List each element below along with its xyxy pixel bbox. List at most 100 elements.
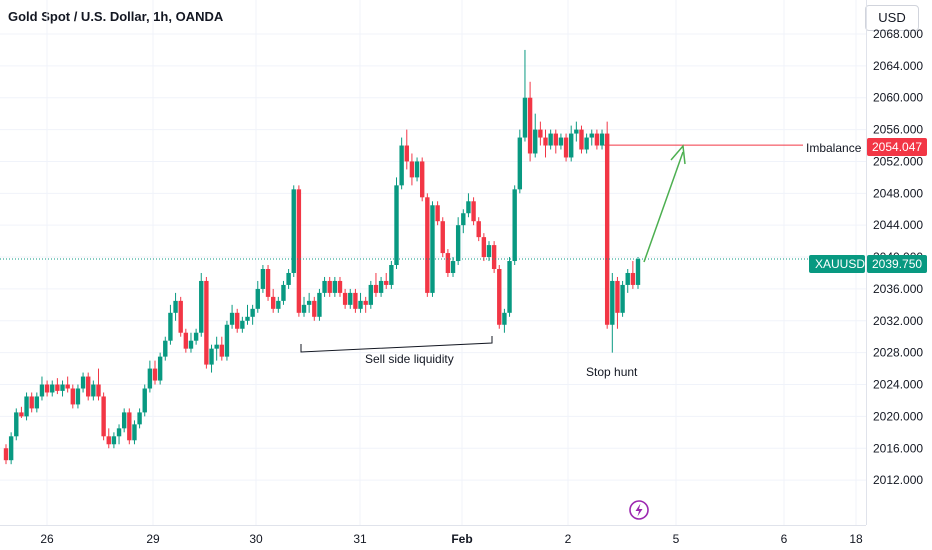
candle-body (466, 201, 471, 214)
candle-body (589, 133, 594, 138)
last-price-text: 2039.750 (872, 257, 922, 271)
candle-body (507, 261, 512, 313)
candle-body (312, 300, 317, 317)
candle (491, 241, 497, 273)
candle-body (599, 133, 605, 146)
candle-body (486, 245, 492, 258)
symbol-tag (809, 255, 865, 273)
x-tick-label: 2 (565, 532, 572, 546)
y-tick-label: 2016.000 (873, 441, 923, 455)
candle-body (491, 245, 497, 269)
candle-body (168, 312, 173, 341)
candle (50, 380, 55, 397)
x-tick-label: 30 (249, 532, 263, 546)
candle-body (29, 396, 34, 409)
candle-body (610, 280, 615, 325)
candle (342, 288, 348, 309)
candle-body (394, 185, 399, 266)
candle (111, 432, 117, 449)
candle-body (245, 316, 250, 321)
candle (173, 292, 178, 321)
candle-body (132, 424, 137, 441)
candle-body (306, 300, 312, 305)
candle-body (476, 221, 481, 238)
x-tick-label: 31 (353, 532, 367, 546)
candle (548, 129, 553, 150)
candle (60, 380, 65, 397)
candle-body (80, 376, 86, 389)
imbalance-price-text: 2054.047 (872, 140, 922, 154)
candle (461, 209, 466, 234)
candle-body (399, 145, 404, 186)
candle-body (455, 225, 461, 262)
candle (204, 276, 209, 369)
candle (55, 378, 60, 395)
candle-body (224, 324, 230, 357)
candle (430, 201, 435, 297)
candle-body (574, 129, 579, 134)
candle (250, 304, 255, 325)
projection-arrowhead (670, 144, 686, 165)
candle (44, 380, 50, 397)
lightning-icon[interactable] (629, 500, 649, 520)
candle (29, 392, 34, 413)
candle (620, 280, 625, 317)
candle (533, 113, 538, 158)
candle (558, 133, 564, 150)
candle (455, 217, 461, 266)
symbol-tag-text: XAUUSD (815, 257, 865, 271)
candle (389, 261, 394, 289)
candle (486, 241, 492, 262)
candle (24, 392, 29, 421)
candle (163, 336, 168, 361)
candle-body (373, 284, 379, 293)
candle-body (563, 137, 569, 158)
candle-body (409, 161, 415, 178)
candle-body (219, 344, 225, 357)
candle-body (8, 436, 14, 461)
candle-body (378, 280, 384, 293)
candle (39, 376, 45, 401)
candle-body (384, 280, 389, 285)
candle (214, 336, 219, 361)
y-tick-label: 2064.000 (873, 59, 923, 73)
candle-body (368, 284, 374, 305)
candle-body (435, 205, 440, 222)
candle-body (106, 436, 111, 445)
candle-body (255, 288, 260, 309)
candle (291, 185, 296, 277)
candle (574, 121, 579, 142)
candle (348, 288, 353, 309)
candle (188, 332, 194, 353)
candle-body (65, 384, 70, 389)
candle (306, 292, 312, 313)
candle (502, 308, 507, 333)
candle-body (497, 269, 502, 325)
candle-body (471, 201, 476, 222)
candle (8, 432, 14, 465)
candle (409, 153, 415, 186)
currency-selector[interactable]: USD (865, 5, 919, 31)
candle (466, 193, 471, 218)
candle-body (163, 340, 168, 357)
candle (75, 384, 81, 409)
x-tick-label: 26 (40, 532, 54, 546)
candle (317, 288, 322, 321)
candle (358, 292, 363, 313)
candle (209, 344, 214, 373)
candle-body (358, 300, 363, 309)
candle (265, 265, 271, 301)
candle (610, 272, 615, 353)
candle-body (199, 280, 204, 333)
y-tick-label: 2036.000 (873, 282, 923, 296)
candle (368, 280, 374, 309)
y-tick-label: 2052.000 (873, 154, 923, 168)
candle (142, 384, 147, 417)
candle-body (363, 300, 368, 305)
y-tick-label: 2048.000 (873, 186, 923, 200)
candle-body (250, 308, 255, 317)
candle (168, 304, 173, 345)
candle (276, 296, 281, 313)
imbalance-price-tag (867, 138, 927, 156)
